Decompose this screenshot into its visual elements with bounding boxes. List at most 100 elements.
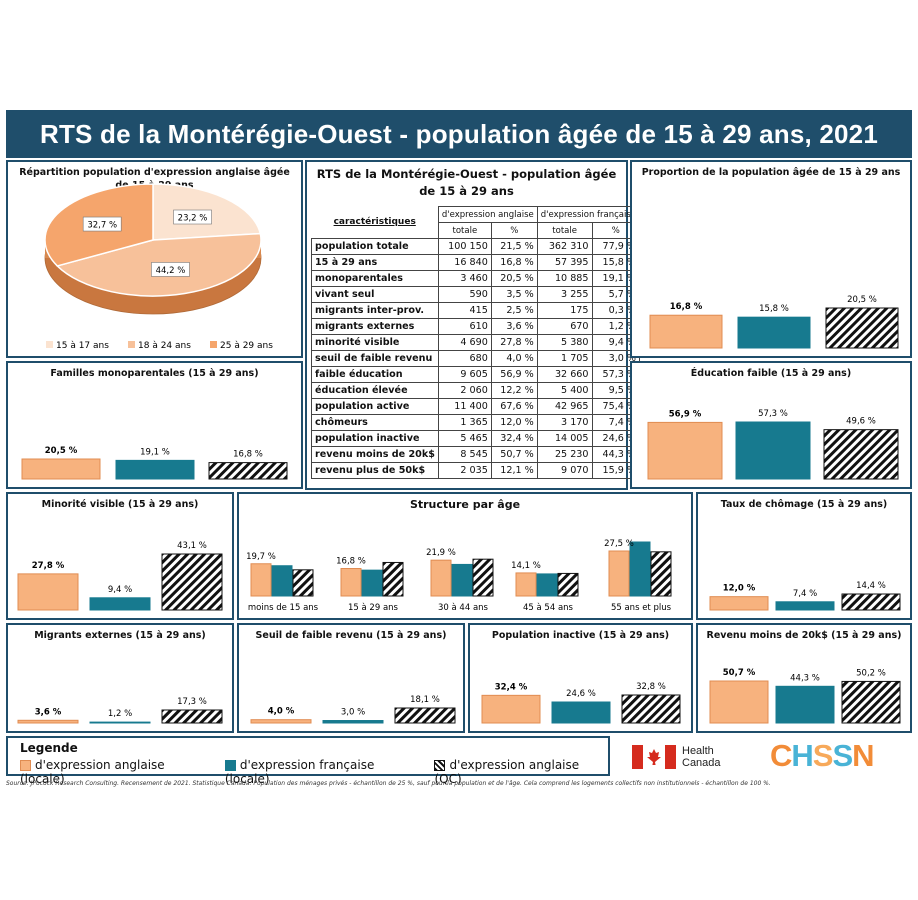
bar [841, 593, 901, 611]
row-label: population inactive [311, 430, 439, 447]
bar [823, 429, 899, 480]
data-label: 49,6 % [846, 417, 876, 427]
bar [841, 680, 901, 724]
data-label: 32,7 % [87, 221, 117, 231]
table-cell: 32,4 % [490, 430, 538, 447]
table-header-pct: % [490, 222, 538, 239]
table-row: faible éducation 9 605 56,9 % 32 660 57,3 % [311, 366, 641, 383]
bar [629, 541, 651, 597]
data-label: 14,1 % [511, 561, 541, 571]
table-header-total: totale [536, 222, 593, 239]
chart-title: Population inactive (15 à 29 ans) [491, 630, 670, 641]
table-cell: 14 005 [536, 430, 593, 447]
data-label: 27,5 % [604, 539, 634, 549]
bar [709, 596, 769, 611]
minorite-chart: 27,8 % 9,4 % 43,1 % [17, 541, 223, 611]
table-cell: 610 [437, 318, 492, 335]
stats-table-panel: RTS de la Montérégie-Ouest - population … [305, 160, 641, 490]
legend-label: d'expression anglaise (locale) [20, 758, 165, 786]
row-label: seuil de faible revenu [311, 350, 439, 367]
data-label: 18,1 % [410, 695, 440, 705]
table-cell: 27,8 % [490, 334, 538, 351]
table-cell: 12,0 % [490, 414, 538, 431]
table-cell: 9 605 [437, 366, 492, 383]
table-row: chômeurs 1 365 12,0 % 3 170 7,4 % [311, 414, 641, 431]
row-label: population active [311, 398, 439, 415]
legend-label: 25 à 29 ans [220, 341, 273, 351]
data-label: 15,8 % [759, 304, 789, 314]
bar [89, 597, 151, 611]
table-row: 15 à 29 ans 16 840 16,8 % 57 395 15,8 % [311, 254, 641, 271]
table-row: éducation élevée 2 060 12,2 % 5 400 9,5 % [311, 382, 641, 399]
bar [430, 559, 452, 597]
legend-item: d'expression anglaise (locale) [20, 758, 211, 786]
education-panel: Éducation faible (15 à 29 ans) 56,9 % 57,… [630, 361, 912, 489]
data-label: 57,3 % [758, 409, 788, 419]
bar [21, 458, 101, 480]
bar [115, 459, 195, 480]
table-cell: 67,6 % [490, 398, 538, 415]
data-label: 19,1 % [140, 447, 170, 457]
bar [394, 707, 456, 724]
table-row: population inactive 5 465 32,4 % 14 005 24,6… [311, 430, 641, 447]
canada-flag-icon [632, 745, 676, 769]
table-cell: 670 [536, 318, 593, 335]
legend-item: d'expression française (locale) [224, 758, 421, 786]
proportion-panel: Proportion de la population âgée de 15 à… [630, 160, 912, 358]
data-label: 44,2 % [156, 266, 186, 276]
tick-label: 30 à 44 ans [438, 603, 489, 613]
data-label: 9,4 % [108, 585, 132, 595]
data-label: 4,0 % [268, 707, 295, 717]
data-label: 12,0 % [723, 584, 756, 594]
table-cell: 57 395 [536, 254, 593, 271]
legend-label: d'expression française (locale) [224, 758, 375, 786]
bar [536, 573, 558, 597]
chart-title: Seuil de faible revenu (15 à 29 ans) [255, 630, 447, 641]
bar [208, 462, 288, 480]
bar [161, 553, 223, 611]
legend-swatch [434, 760, 446, 771]
bar [709, 680, 769, 724]
chssn-logo: CHSSN [770, 738, 875, 773]
table-cell: 3 460 [437, 270, 492, 287]
table-row: vivant seul 590 3,5 % 3 255 5,7 % [311, 286, 641, 303]
table-row: monoparentales 3 460 20,5 % 10 885 19,1 % [311, 270, 641, 287]
bar [250, 563, 272, 597]
row-label: éducation élevée [311, 382, 439, 399]
bar [17, 573, 79, 611]
data-label: 50,2 % [856, 668, 886, 678]
data-label-box [151, 262, 190, 277]
row-label: monoparentales [311, 270, 439, 287]
table-cell: 100 150 [437, 238, 492, 255]
table-cell: 1 365 [437, 414, 492, 431]
data-label: 14,4 % [856, 581, 886, 591]
data-label: 17,3 % [177, 697, 207, 707]
legend-swatch [46, 341, 53, 348]
inactive-panel: Population inactive (15 à 29 ans) 32,4 %… [468, 623, 693, 733]
chart-title: Migrants externes (15 à 29 ans) [34, 630, 206, 641]
bar [250, 719, 312, 724]
data-label: 24,6 % [566, 689, 596, 699]
bar [472, 558, 494, 597]
data-label: 50,7 % [723, 668, 756, 678]
row-label: revenu plus de 50k$ [311, 462, 439, 479]
bar [608, 550, 630, 597]
bar [361, 569, 383, 597]
chart-title: Proportion de la population âgée de 15 à… [641, 167, 901, 178]
chart-title: Taux de chômage (15 à 29 ans) [720, 499, 888, 510]
table-cell: 16,8 % [490, 254, 538, 271]
row-label: 15 à 29 ans [311, 254, 439, 271]
migrants-chart: 3,6 % 1,2 % 17,3 % [17, 697, 223, 724]
table-header-fr: d'expression française [536, 206, 641, 223]
table-cell: 5 465 [437, 430, 492, 447]
row-label: population totale [311, 238, 439, 255]
familles-panel: Familles monoparentales (15 à 29 ans) 20… [6, 361, 303, 489]
data-label: 20,5 % [847, 295, 877, 305]
table-cell: 25 230 [536, 446, 593, 463]
legend-swatch [210, 341, 217, 348]
bar [89, 721, 151, 724]
legend-title: Legende [20, 741, 78, 755]
table-cell: 415 [437, 302, 492, 319]
bar [382, 561, 404, 597]
data-label: 1,2 % [108, 709, 132, 719]
